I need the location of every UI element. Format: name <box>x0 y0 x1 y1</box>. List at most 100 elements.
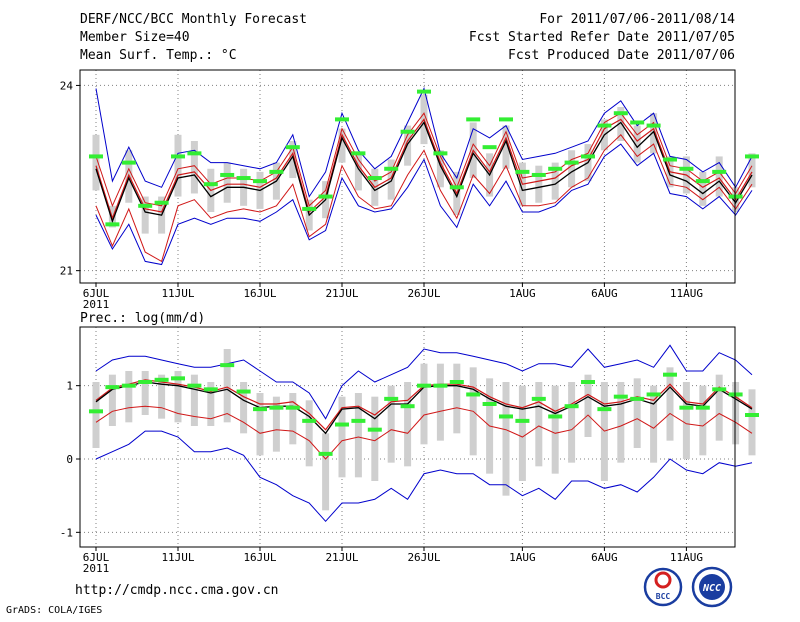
prec-forecast-marker <box>712 387 727 392</box>
prec-forecast-marker <box>269 405 284 410</box>
prec-y-tick-label: 0 <box>66 453 73 466</box>
temp-forecast-marker <box>646 123 661 128</box>
prec-spread-bar <box>223 349 231 423</box>
prec-ensemble-low-line <box>95 405 753 460</box>
temp-spread-bar <box>354 153 362 191</box>
temp-envelope-min-line <box>95 143 753 266</box>
prec-spread-bar <box>158 374 166 419</box>
prec-spread-bar <box>92 382 100 448</box>
temp-spread-bar <box>223 162 231 203</box>
prec-forecast-marker <box>531 396 546 401</box>
prec-forecast-marker <box>728 392 743 397</box>
prec-spread-bar <box>354 393 362 478</box>
prec-x-tick-label: 1AUG <box>509 551 536 564</box>
temp-spread-bar <box>633 125 641 163</box>
prec-forecast-marker <box>89 409 103 414</box>
temp-spread-bar <box>551 162 559 200</box>
prec-forecast-marker <box>138 380 153 384</box>
prec-spread-bar <box>338 396 346 478</box>
temp-ensemble-low-line <box>95 134 753 263</box>
temp-forecast-marker <box>253 179 267 184</box>
temp-spread-bar <box>338 128 346 163</box>
temp-spread-bar <box>699 171 707 206</box>
temp-forecast-marker <box>105 222 120 227</box>
precipitation-axes: 6JUL 11JUL 16JUL 21JUL 26JUL 1AUG 6AUG 11AUG 201… <box>60 380 703 575</box>
prec-forecast-marker <box>695 405 710 410</box>
temp-x-tick-label: 16JUL <box>243 287 276 300</box>
prec-forecast-marker <box>581 380 595 384</box>
temp-forecast-marker <box>695 179 710 184</box>
prec-spread-bar <box>125 371 133 423</box>
prec-envelope-max-line <box>95 344 753 420</box>
prec-forecast-marker <box>433 383 448 388</box>
prec-spread-bar <box>551 385 559 474</box>
prec-forecast-marker <box>253 407 267 412</box>
prec-spread-bar <box>141 371 149 415</box>
forecast-period: For 2011/07/06-2011/08/14 <box>539 12 735 27</box>
prec-x-tick-label: 16JUL <box>243 551 276 564</box>
prec-forecast-marker <box>482 402 497 406</box>
temp-forecast-marker <box>400 129 415 134</box>
temp-x-tick-label: 6JUL <box>83 287 110 300</box>
prec-forecast-marker <box>302 418 317 423</box>
prec-spread-bar <box>404 382 412 467</box>
member-size-label: Member Size=40 <box>80 30 190 45</box>
ncc-logo-text: NCC <box>702 583 721 594</box>
prec-forecast-marker <box>154 377 169 382</box>
prec-spread-bar <box>568 382 576 463</box>
prec-spread-bar <box>633 378 641 448</box>
prec-forecast-marker <box>466 392 481 397</box>
temp-forecast-marker <box>154 200 169 205</box>
prec-spread-bar <box>666 367 674 441</box>
prec-x-tick-label: 11AUG <box>670 551 703 564</box>
prec-forecast-marker <box>417 383 431 388</box>
temp-forecast-marker <box>285 145 300 150</box>
temp-forecast-marker <box>515 169 530 174</box>
temp-forecast-marker <box>482 145 497 150</box>
temp-ensemble-high-line <box>95 112 753 208</box>
temp-x-tick-label: 11AUG <box>670 287 703 300</box>
grads-credit: GrADS: COLA/IGES <box>6 605 102 616</box>
prec-spread-bar <box>190 374 198 426</box>
temp-x-tick-label: 6AUG <box>591 287 618 300</box>
temp-spread-bar <box>502 125 510 169</box>
temperature-axes: 6JUL 11JUL 16JUL 21JUL 26JUL 1AUG 6AUG 11AUG 201… <box>60 79 703 311</box>
temp-forecast-marker <box>433 151 448 156</box>
temp-forecast-marker <box>302 206 317 211</box>
precip-variable-label: Prec.: log(mm/d) <box>80 311 205 326</box>
prec-y-tick-label: 1 <box>66 380 73 393</box>
prec-spread-bar <box>748 389 756 456</box>
precipitation-panel: 6JUL 11JUL 16JUL 21JUL 26JUL 1AUG 6AUG 11AUG 201… <box>60 326 759 575</box>
temp-forecast-marker <box>712 169 727 174</box>
prec-spread-bar <box>387 385 395 463</box>
variable-label: Mean Surf. Temp.: °C <box>80 48 237 63</box>
prec-spread-bar <box>732 382 740 445</box>
figure-title: DERF/NCC/BCC Monthly Forecast <box>80 12 307 27</box>
prec-forecast-marker <box>187 383 202 388</box>
forecast-produced-date: Fcst Produced Date 2011/07/06 <box>508 48 735 63</box>
prec-forecast-marker <box>105 385 120 390</box>
prec-y-tick-label: -1 <box>60 526 73 539</box>
temp-x-tick-label: 21JUL <box>325 287 358 300</box>
prec-spread-bar <box>518 385 526 481</box>
prec-x-tick-label: 6JUL <box>83 551 110 564</box>
temp-forecast-marker <box>138 203 153 208</box>
prec-forecast-marker <box>318 451 333 456</box>
prec-spread-bar <box>289 393 297 445</box>
prec-forecast-marker <box>499 414 513 419</box>
prec-forecast-marker <box>449 380 464 384</box>
temp-forecast-marker <box>384 166 399 171</box>
temp-forecast-marker <box>613 111 628 116</box>
temp-x-tick-label: 1AUG <box>509 287 536 300</box>
prec-x-tick-label: 11JUL <box>161 551 194 564</box>
temp-forecast-marker <box>581 154 595 159</box>
prec-spread-bar <box>535 382 543 467</box>
source-url[interactable]: http://cmdp.ncc.cma.gov.cn <box>75 583 279 598</box>
prec-forecast-marker <box>285 405 300 410</box>
prec-x-tick-label: 6AUG <box>591 551 618 564</box>
prec-spread-bar <box>699 385 707 456</box>
prec-spread-bar <box>240 382 248 434</box>
temp-spread-bar <box>748 153 756 188</box>
prec-forecast-marker <box>384 396 399 401</box>
